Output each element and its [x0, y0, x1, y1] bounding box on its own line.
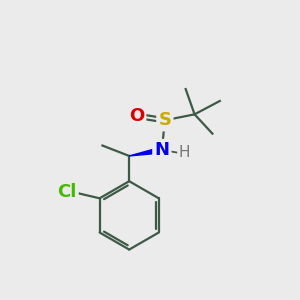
Text: Cl: Cl	[57, 183, 76, 201]
Text: N: N	[154, 141, 169, 159]
Polygon shape	[129, 147, 162, 156]
Text: S: S	[158, 111, 171, 129]
Text: H: H	[178, 146, 190, 160]
Text: O: O	[129, 107, 144, 125]
